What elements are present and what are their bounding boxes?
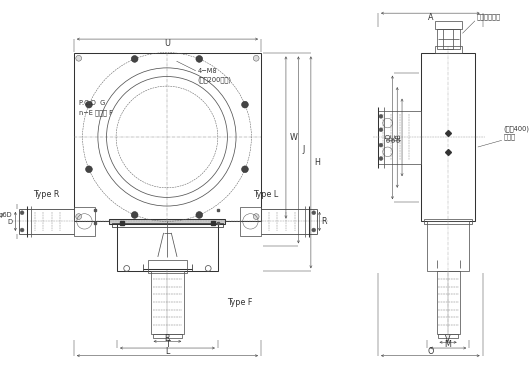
Text: L: L: [165, 347, 170, 356]
Text: φB: φB: [395, 133, 401, 142]
Circle shape: [379, 157, 383, 160]
Text: 4−M8: 4−M8: [198, 68, 217, 74]
Circle shape: [196, 212, 203, 218]
Bar: [435, 21, 462, 29]
Bar: [424, 219, 472, 224]
Text: H: H: [315, 158, 321, 167]
Circle shape: [131, 212, 138, 218]
Circle shape: [131, 56, 138, 62]
Bar: [240, 207, 261, 236]
Text: n−E キリ穴 F: n−E キリ穴 F: [79, 110, 113, 116]
Text: 補強板: 補強板: [504, 133, 516, 140]
Text: (口径200以上): (口径200以上): [198, 76, 231, 83]
Circle shape: [20, 228, 24, 232]
Bar: [437, 271, 460, 334]
Text: J: J: [302, 145, 304, 154]
Circle shape: [253, 55, 259, 61]
Circle shape: [76, 214, 81, 220]
Circle shape: [242, 166, 248, 173]
Text: (口径400): (口径400): [504, 126, 530, 132]
Bar: [110, 219, 226, 224]
Circle shape: [312, 228, 315, 232]
Text: O: O: [427, 347, 434, 356]
Bar: [421, 53, 475, 221]
Bar: [427, 221, 469, 271]
Circle shape: [379, 143, 383, 147]
Text: Type F: Type F: [227, 298, 253, 307]
Bar: [151, 271, 184, 334]
Bar: [153, 334, 182, 339]
Text: φ6D: φ6D: [0, 212, 12, 218]
Text: φC: φC: [390, 133, 396, 142]
Circle shape: [86, 166, 93, 173]
Text: Type R: Type R: [32, 190, 59, 199]
Circle shape: [242, 101, 248, 108]
Circle shape: [196, 56, 203, 62]
Bar: [438, 334, 458, 339]
Text: P.C.D  G: P.C.D G: [79, 100, 105, 107]
Text: R: R: [165, 334, 170, 343]
Bar: [443, 29, 453, 49]
Bar: [112, 223, 222, 227]
Circle shape: [20, 211, 24, 215]
Text: φD: φD: [386, 133, 392, 142]
Text: V: V: [445, 335, 451, 344]
Text: Type L: Type L: [253, 190, 279, 199]
Text: T: T: [165, 340, 170, 349]
Text: シールサイド: シールサイド: [477, 14, 501, 20]
Bar: [74, 53, 261, 221]
Bar: [437, 29, 460, 49]
Text: W: W: [290, 133, 297, 142]
Text: U: U: [164, 40, 170, 48]
Bar: [74, 207, 95, 236]
Text: M: M: [445, 340, 452, 349]
Circle shape: [253, 214, 259, 220]
Bar: [378, 111, 421, 164]
Bar: [148, 260, 187, 273]
Text: R: R: [321, 217, 327, 226]
Circle shape: [312, 211, 315, 215]
Bar: [435, 46, 462, 53]
Circle shape: [76, 55, 81, 61]
Text: D: D: [7, 219, 12, 225]
Circle shape: [86, 101, 93, 108]
Bar: [117, 221, 218, 271]
Text: A: A: [428, 14, 433, 22]
Circle shape: [379, 115, 383, 118]
Circle shape: [379, 128, 383, 132]
